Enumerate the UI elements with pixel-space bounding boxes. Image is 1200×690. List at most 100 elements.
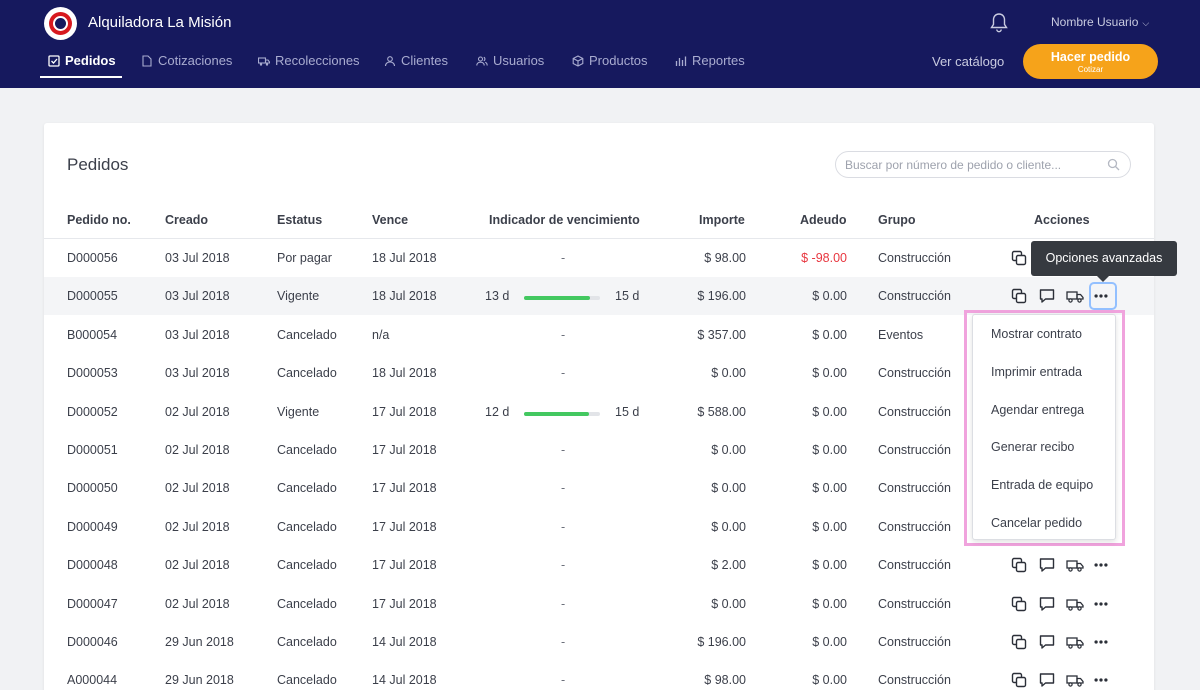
nav-item-clientes[interactable]: Clientes <box>384 44 448 77</box>
due-date: 17 Jul 2018 <box>372 481 437 496</box>
view-catalog-link[interactable]: Ver catálogo <box>932 54 1005 69</box>
column-header-status[interactable]: Estatus <box>277 213 323 227</box>
order-status: Cancelado <box>277 366 337 381</box>
delivery-truck-icon[interactable] <box>1066 556 1084 574</box>
column-header-group[interactable]: Grupo <box>878 213 916 227</box>
order-amount: $ 0.00 <box>711 443 746 457</box>
no-indicator: - <box>561 635 566 649</box>
table-row[interactable]: D000046 29 Jun 2018 Cancelado 14 Jul 2018 - $… <box>44 623 1154 661</box>
duplicate-icon[interactable] <box>1010 556 1028 574</box>
nav-label: Pedidos <box>65 53 116 68</box>
order-number[interactable]: D000050 <box>67 481 118 496</box>
delivery-truck-icon[interactable] <box>1066 287 1084 305</box>
duplicate-icon[interactable] <box>1010 287 1028 305</box>
more-options-icon[interactable] <box>1089 282 1117 311</box>
user-menu[interactable]: Nombre Usuario ⌵ <box>1051 15 1149 29</box>
order-number[interactable]: D000052 <box>67 404 118 419</box>
due-date: 17 Jul 2018 <box>372 519 437 534</box>
more-options-icon[interactable] <box>1092 633 1114 651</box>
order-status: Cancelado <box>277 481 337 496</box>
search-icon[interactable] <box>1107 158 1120 171</box>
nav-item-productos[interactable]: Productos <box>572 44 648 77</box>
table-row[interactable]: D000056 03 Jul 2018 Por pagar 18 Jul 2018 - $… <box>44 239 1154 277</box>
comment-icon[interactable] <box>1038 287 1056 305</box>
order-number[interactable]: D000053 <box>67 366 118 381</box>
order-owed: $ 0.00 <box>812 673 847 688</box>
table-row[interactable]: D000053 03 Jul 2018 Cancelado 18 Jul 2018 - $… <box>44 354 1154 392</box>
brand-name[interactable]: Alquiladora La Misión <box>88 14 232 31</box>
more-options-icon[interactable] <box>1092 595 1114 613</box>
document-icon <box>142 54 152 67</box>
column-header-amount[interactable]: Importe <box>699 213 745 227</box>
comment-icon[interactable] <box>1038 595 1056 613</box>
comment-icon[interactable] <box>1038 556 1056 574</box>
order-group: Construcción <box>878 558 951 573</box>
nav-item-recolecciones[interactable]: Recolecciones <box>258 44 360 77</box>
column-header-due-indicator[interactable]: Indicador de vencimiento <box>489 213 640 227</box>
column-header-order-no[interactable]: Pedido no. <box>67 213 131 227</box>
table-row[interactable]: D000049 02 Jul 2018 Cancelado 17 Jul 2018 - $… <box>44 508 1154 546</box>
comment-icon[interactable] <box>1038 633 1056 651</box>
column-header-owed[interactable]: Adeudo <box>800 213 847 227</box>
order-number[interactable]: D000056 <box>67 251 118 265</box>
order-number[interactable]: B000054 <box>67 327 118 342</box>
no-indicator: - <box>561 481 566 496</box>
search-box[interactable] <box>835 151 1131 178</box>
search-input[interactable] <box>845 157 1095 173</box>
order-amount: $ 588.00 <box>697 404 746 419</box>
delivery-truck-icon[interactable] <box>1066 633 1084 651</box>
order-number[interactable]: D000048 <box>67 558 118 573</box>
nav-item-usuarios[interactable]: Usuarios <box>476 44 544 77</box>
duplicate-icon[interactable] <box>1010 595 1028 613</box>
order-status: Vigente <box>277 289 320 304</box>
order-group: Construcción <box>878 366 951 381</box>
more-options-icon[interactable] <box>1092 556 1114 574</box>
table-row[interactable]: A000044 29 Jun 2018 Cancelado 14 Jul 2018 - $… <box>44 661 1154 690</box>
duplicate-icon[interactable] <box>1010 671 1028 689</box>
menu-item-show-contract[interactable]: Mostrar contrato <box>991 327 1083 341</box>
order-number[interactable]: D000046 <box>67 635 118 649</box>
duplicate-icon[interactable] <box>1010 633 1028 651</box>
order-number[interactable]: D000055 <box>67 289 118 304</box>
order-status: Vigente <box>277 404 320 419</box>
menu-item-print-entry[interactable]: Imprimir entrada <box>991 365 1082 379</box>
order-number[interactable]: A000044 <box>67 673 118 688</box>
nav-item-cotizaciones[interactable]: Cotizaciones <box>141 44 232 77</box>
nav-item-reportes[interactable]: Reportes <box>675 44 745 77</box>
order-number[interactable]: D000049 <box>67 519 118 534</box>
no-indicator: - <box>561 596 566 611</box>
user-name: Nombre Usuario <box>1051 15 1139 29</box>
comment-icon[interactable] <box>1038 671 1056 689</box>
no-indicator: - <box>561 251 566 265</box>
order-group: Construcción <box>878 596 951 611</box>
column-header-created[interactable]: Creado <box>165 213 209 227</box>
order-status: Cancelado <box>277 596 337 611</box>
delivery-truck-icon[interactable] <box>1066 671 1084 689</box>
delivery-truck-icon[interactable] <box>1066 595 1084 613</box>
bell-icon[interactable] <box>989 12 1009 34</box>
column-header-due[interactable]: Vence <box>372 213 409 227</box>
user-icon <box>384 55 396 66</box>
order-amount: $ 2.00 <box>711 558 746 573</box>
nav-item-pedidos[interactable]: Pedidos <box>48 44 116 77</box>
menu-item-generate-receipt[interactable]: Generar recibo <box>991 440 1075 454</box>
table-row[interactable]: D000047 02 Jul 2018 Cancelado 17 Jul 2018 - $… <box>44 585 1154 623</box>
brand-logo-icon[interactable] <box>44 7 77 40</box>
table-row[interactable]: D000052 02 Jul 2018 Vigente 17 Jul 2018 12 d… <box>44 393 1154 431</box>
more-options-icon[interactable] <box>1092 671 1114 689</box>
active-tab-indicator <box>40 76 122 78</box>
duplicate-icon[interactable] <box>1010 249 1028 267</box>
due-date: 18 Jul 2018 <box>372 251 437 265</box>
menu-item-schedule-delivery[interactable]: Agendar entrega <box>991 403 1085 417</box>
order-owed: $ -98.00 <box>801 251 847 265</box>
place-order-button[interactable]: Hacer pedido Cotizar <box>1023 44 1158 79</box>
order-number[interactable]: D000047 <box>67 596 118 611</box>
menu-item-cancel-order[interactable]: Cancelar pedido <box>991 516 1083 530</box>
table-row[interactable]: D000048 02 Jul 2018 Cancelado 17 Jul 2018 - $… <box>44 546 1154 584</box>
order-group: Construcción <box>878 635 951 649</box>
created-date: 02 Jul 2018 <box>165 596 230 611</box>
menu-item-equipment-entry[interactable]: Entrada de equipo <box>991 478 1094 492</box>
chevron-down-icon: ⌵ <box>1142 18 1150 28</box>
table-row[interactable]: D000055 03 Jul 2018 Vigente 18 Jul 2018 13 d… <box>44 277 1154 316</box>
order-number[interactable]: D000051 <box>67 443 118 457</box>
